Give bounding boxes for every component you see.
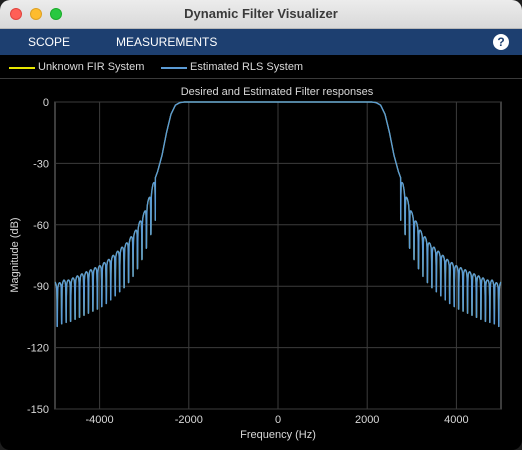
tab-measurements[interactable]: MEASUREMENTS [116, 35, 218, 49]
y-tick-label: -90 [33, 281, 49, 293]
toolstrip: SCOPE MEASUREMENTS ? [0, 29, 522, 55]
x-tick-label: -2000 [175, 414, 203, 426]
y-tick-label: -30 [33, 158, 49, 170]
legend-label-unknown-fir[interactable]: Unknown FIR System [38, 61, 145, 73]
chart-title: Desired and Estimated Filter responses [181, 86, 374, 98]
x-axis-label: Frequency (Hz) [240, 429, 316, 441]
legend-label-estimated-rls[interactable]: Estimated RLS System [190, 61, 304, 73]
filter-response-plot[interactable]: Desired and Estimated Filter responses -… [0, 79, 522, 450]
series-line-estimated-rls [54, 101, 502, 328]
y-tick-label: -60 [33, 220, 49, 232]
x-tick-labels: -4000 -2000 0 2000 4000 [86, 414, 469, 426]
legend: Unknown FIR System Estimated RLS System [0, 56, 522, 79]
y-axis-label: Magnitude (dB) [9, 217, 21, 292]
legend-swatch-unknown-fir [9, 67, 35, 69]
legend-swatch-estimated-rls [161, 67, 187, 69]
grid-lines [55, 101, 501, 410]
y-tick-label: 0 [43, 97, 49, 109]
maximize-window-button[interactable] [50, 8, 62, 20]
y-tick-labels: 0 -30 -60 -90 -120 -150 [27, 97, 49, 416]
x-tick-label: 0 [275, 414, 281, 426]
window-title: Dynamic Filter Visualizer [184, 6, 338, 21]
y-tick-label: -150 [27, 404, 49, 416]
series-lines [54, 101, 502, 328]
minimize-window-button[interactable] [30, 8, 42, 20]
tab-scope[interactable]: SCOPE [28, 35, 71, 49]
x-tick-label: 4000 [444, 414, 468, 426]
help-icon[interactable]: ? [493, 34, 509, 50]
title-bar[interactable]: Dynamic Filter Visualizer [0, 0, 522, 29]
y-tick-label: -120 [27, 343, 49, 355]
x-tick-label: 2000 [355, 414, 379, 426]
close-window-button[interactable] [10, 8, 22, 20]
x-tick-label: -4000 [86, 414, 114, 426]
